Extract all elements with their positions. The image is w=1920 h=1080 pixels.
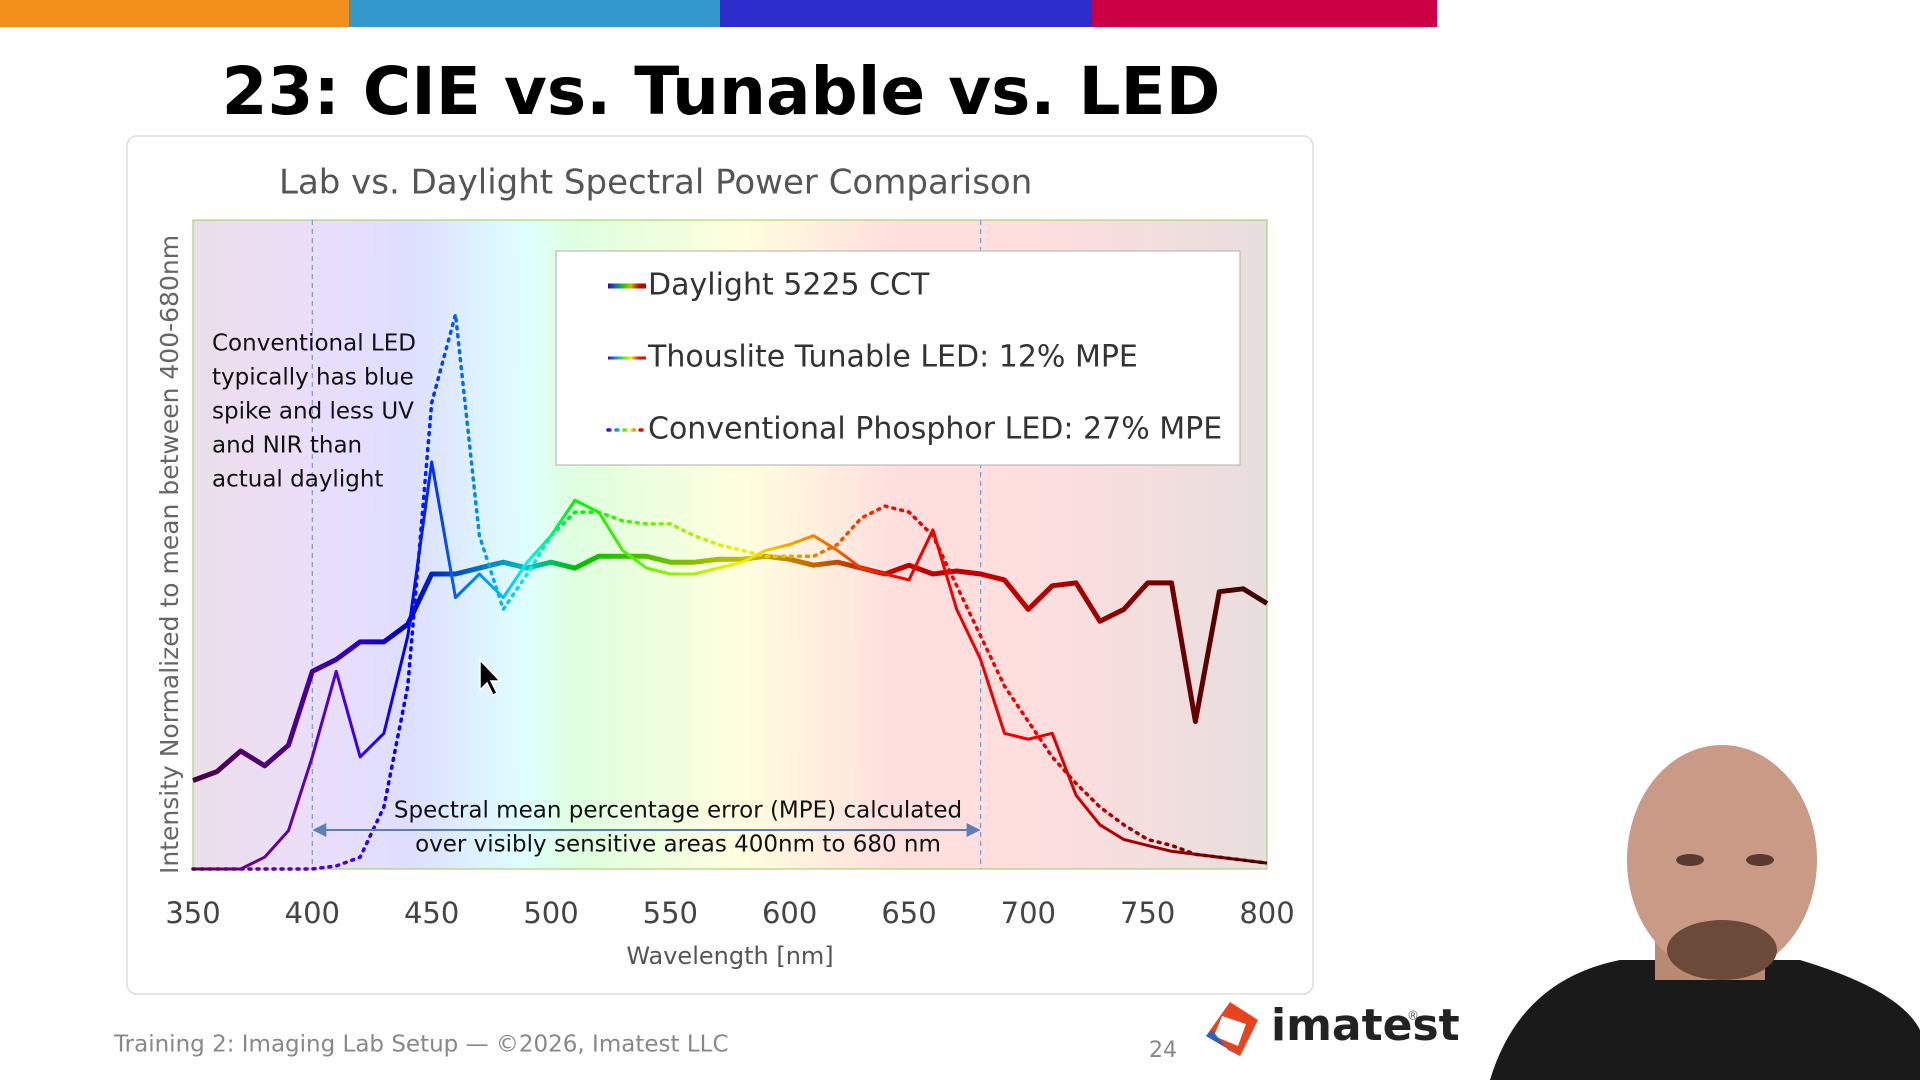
- chart: Lab vs. Daylight Spectral Power Comparis…: [155, 163, 1295, 971]
- x-tick-label: 350: [165, 896, 220, 930]
- x-tick-label: 800: [1239, 896, 1294, 930]
- arrow-head: [966, 823, 981, 837]
- bar-indigo: [720, 0, 1092, 27]
- legend-box: [555, 250, 1241, 466]
- x-tick-label: 600: [762, 896, 817, 930]
- annotation-text: actual daylight: [212, 467, 383, 493]
- logo-icon: [1206, 1002, 1258, 1056]
- slide-title: 23: CIE vs. Tunable vs. LED: [222, 53, 1221, 130]
- annotation-text: typically has blue: [212, 365, 414, 391]
- footer: Training 2: Imaging Lab Setup — ©2026, I…: [113, 1032, 729, 1058]
- x-tick-label: 400: [285, 896, 340, 930]
- x-tick-label: 450: [404, 896, 459, 930]
- x-tick-label: 500: [523, 896, 578, 930]
- bar-orange: [0, 0, 349, 27]
- logo: imatest: [1271, 1000, 1460, 1051]
- x-tick-label: 650: [881, 896, 936, 930]
- x-tick-label: 550: [643, 896, 698, 930]
- legend-label: Daylight 5225 CCT: [648, 268, 930, 303]
- series-line: [191, 312, 1269, 871]
- series-line: [193, 460, 1268, 871]
- arrow-head: [312, 823, 327, 837]
- webcam-person: [1490, 745, 1920, 1080]
- page-number: 24: [1149, 1038, 1177, 1063]
- logo-mark: ®: [1407, 1009, 1419, 1023]
- annotation-text: spike and less UV: [212, 399, 414, 425]
- annotation-text: Spectral mean percentage error (MPE) cal…: [394, 798, 962, 824]
- series-line: [192, 553, 1269, 783]
- annotation-text: over visibly sensitive areas 400nm to 68…: [415, 832, 941, 858]
- annotation-text: and NIR than: [212, 433, 362, 459]
- bar-red: [1092, 0, 1437, 27]
- chart-title: Lab vs. Daylight Spectral Power Comparis…: [279, 163, 1032, 203]
- x-tick-label: 750: [1120, 896, 1175, 930]
- legend-label: Thouslite Tunable LED: 12% MPE: [647, 340, 1138, 375]
- x-tick-label: 700: [1001, 896, 1056, 930]
- legend-label: Conventional Phosphor LED: 27% MPE: [648, 412, 1222, 447]
- bar-blue: [349, 0, 720, 27]
- x-axis-label: Wavelength [nm]: [626, 942, 833, 970]
- annotation-text: Conventional LED: [212, 331, 416, 357]
- cursor: [479, 658, 502, 697]
- y-axis-label: Intensity Normalized to mean between 400…: [155, 235, 184, 874]
